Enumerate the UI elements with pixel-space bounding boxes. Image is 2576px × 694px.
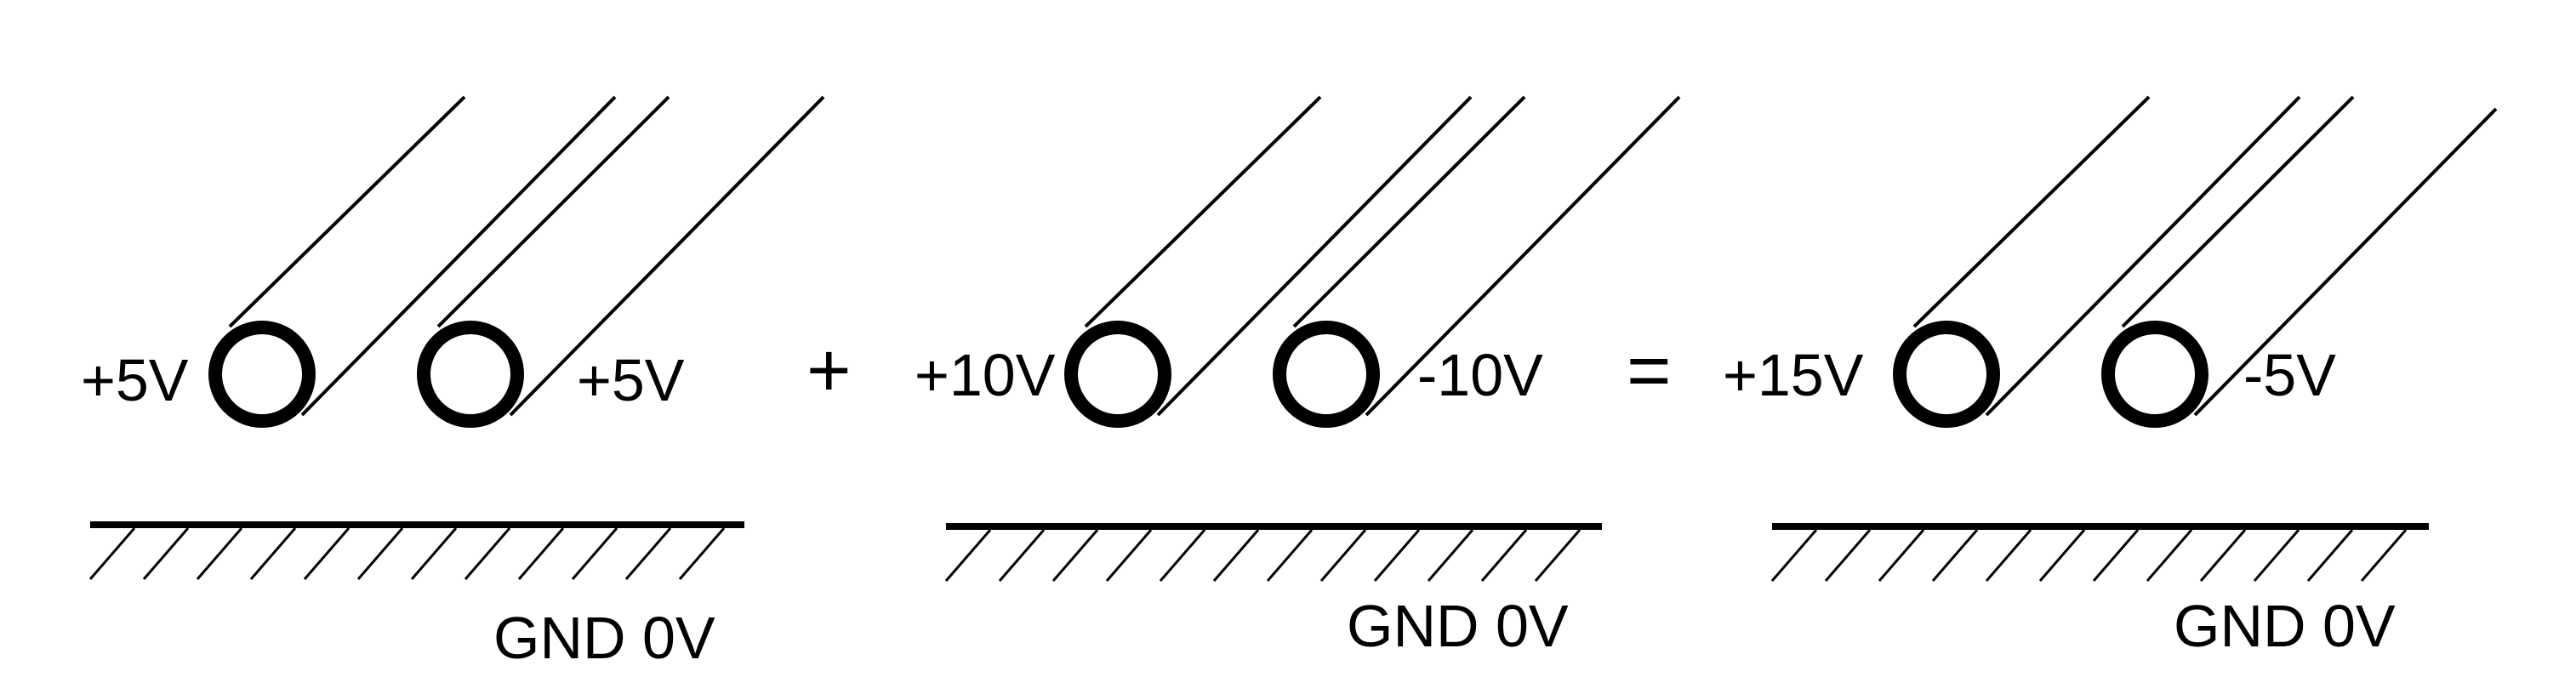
wire-right-top-edge [2121, 95, 2355, 328]
hatch-line [464, 527, 511, 580]
hatch-line [1534, 529, 1582, 582]
wire-right-bottom-edge [1365, 95, 1681, 417]
hatch-line [517, 527, 565, 580]
hatch-line [1105, 529, 1153, 582]
left-conductor-label: +5V [81, 347, 189, 413]
wire-left-top-edge [1084, 95, 1322, 328]
conductor-left [208, 321, 316, 428]
hatch-line [1480, 529, 1528, 582]
hatch-line [2199, 529, 2247, 582]
equals-operator: = [1627, 328, 1672, 413]
conductor-right [417, 321, 524, 428]
hatch-line [2360, 529, 2408, 582]
hatch-line [1824, 529, 1872, 582]
hatch-line [1427, 529, 1474, 582]
conductor-left [1893, 321, 2000, 428]
hatch-line [1159, 529, 1206, 582]
hatch-line [2146, 529, 2193, 582]
hatch-line [196, 527, 243, 580]
wire-left-bottom-edge [300, 95, 617, 417]
wire-right-top-edge [1292, 95, 1526, 328]
hatch-line [678, 527, 726, 580]
right-conductor-label: -5V [2243, 342, 2336, 408]
hatch-line [2092, 529, 2140, 582]
hatch-line [2253, 529, 2300, 582]
hatch-line [624, 527, 672, 580]
hatch-line [2306, 529, 2354, 582]
hatch-line [1878, 529, 1925, 582]
wire-pair [1893, 95, 2498, 428]
ground-label: GND 0V [493, 605, 715, 671]
panel-3: +15V -5V GND 0V [1723, 95, 2498, 659]
hatch-line [1319, 529, 1367, 582]
hatch-line [1931, 529, 1979, 582]
ground-label: GND 0V [2174, 593, 2396, 659]
ground-symbol [88, 521, 744, 580]
left-conductor-label: +15V [1723, 342, 1864, 408]
hatch-line [88, 527, 136, 580]
hatch-line [998, 529, 1046, 582]
hatch-line [1373, 529, 1421, 582]
hatch-line [249, 527, 297, 580]
hatch-line [356, 527, 404, 580]
ground-hatch [1770, 529, 2408, 582]
right-conductor-label: +5V [577, 347, 685, 413]
wire-right-bottom-edge [509, 95, 825, 417]
hatch-line [1770, 529, 1818, 582]
right-conductor-label: -10V [1417, 342, 1543, 408]
hatch-line [1051, 529, 1099, 582]
hatch-line [1266, 529, 1314, 582]
wire-left-top-edge [228, 95, 466, 328]
panel-1: +5V +5V GND 0V [81, 95, 825, 671]
left-conductor-label: +10V [915, 342, 1056, 408]
ground-symbol [1770, 523, 2429, 582]
hatch-line [571, 527, 618, 580]
conductor-right [1273, 321, 1380, 428]
wire-left-bottom-edge [1156, 95, 1473, 417]
wire-left-bottom-edge [1985, 95, 2301, 417]
ground-label: GND 0V [1347, 593, 1569, 659]
ground-hatch [88, 527, 726, 580]
hatch-line [1985, 529, 2032, 582]
wire-pair [208, 95, 825, 428]
hatch-line [944, 529, 992, 582]
wire-pair [1064, 95, 1681, 428]
conductor-left [1064, 321, 1171, 428]
hatch-line [2038, 529, 2086, 582]
wire-right-top-edge [436, 95, 670, 328]
hatch-line [303, 527, 350, 580]
ground-symbol [944, 523, 1602, 582]
hatch-line [1212, 529, 1260, 582]
wire-right-bottom-edge [2193, 107, 2498, 417]
ground-hatch [944, 529, 1582, 582]
wire-left-top-edge [1912, 95, 2151, 328]
panel-2: +10V -10V GND 0V [915, 95, 1681, 659]
conductor-right [2101, 321, 2208, 428]
hatch-line [410, 527, 458, 580]
hatch-line [142, 527, 190, 580]
plus-operator: + [806, 328, 852, 413]
